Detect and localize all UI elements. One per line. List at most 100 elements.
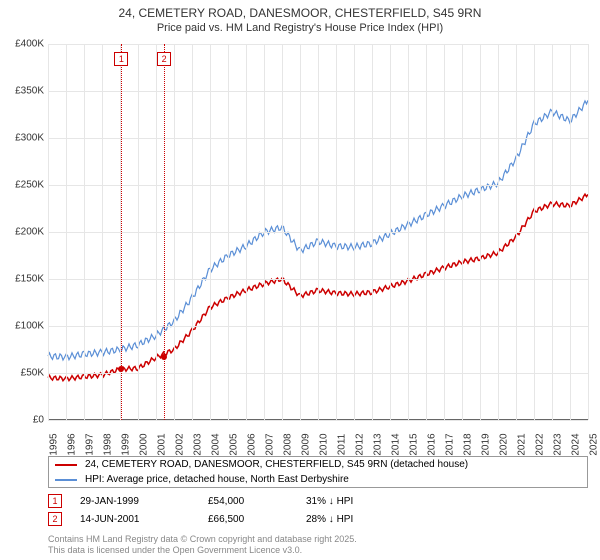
marker-date: 29-JAN-1999 bbox=[80, 496, 190, 507]
gridline-v bbox=[588, 44, 589, 420]
marker-price: £66,500 bbox=[208, 514, 288, 525]
footer-line-1: Contains HM Land Registry data © Crown c… bbox=[48, 534, 357, 545]
gridline-v bbox=[48, 44, 49, 420]
gridline-v bbox=[156, 44, 157, 420]
price-paid-dot bbox=[161, 354, 167, 360]
legend-row: 24, CEMETERY ROAD, DANESMOOR, CHESTERFIE… bbox=[49, 457, 587, 472]
x-tick-label: 2012 bbox=[355, 433, 366, 455]
marker-guide bbox=[164, 44, 165, 420]
x-tick-label: 2013 bbox=[373, 433, 384, 455]
footer-text: Contains HM Land Registry data © Crown c… bbox=[48, 534, 357, 556]
legend-box: 24, CEMETERY ROAD, DANESMOOR, CHESTERFIE… bbox=[48, 456, 588, 488]
marker-row: 2 14-JUN-2001 £66,500 28% ↓ HPI bbox=[48, 510, 588, 528]
x-tick-label: 2025 bbox=[589, 433, 600, 455]
x-tick-label: 1997 bbox=[85, 433, 96, 455]
x-tick-label: 2010 bbox=[319, 433, 330, 455]
marker-box-chart: 1 bbox=[114, 52, 128, 66]
x-tick-label: 2008 bbox=[283, 433, 294, 455]
x-tick-label: 1999 bbox=[121, 433, 132, 455]
gridline-v bbox=[516, 44, 517, 420]
y-tick-label: £0 bbox=[4, 415, 44, 426]
y-tick-label: £350K bbox=[4, 86, 44, 97]
x-tick-label: 2016 bbox=[427, 433, 438, 455]
title-block: 24, CEMETERY ROAD, DANESMOOR, CHESTERFIE… bbox=[0, 0, 600, 34]
gridline-v bbox=[192, 44, 193, 420]
x-tick-label: 2001 bbox=[157, 433, 168, 455]
gridline-v bbox=[552, 44, 553, 420]
gridline-v bbox=[228, 44, 229, 420]
gridline-v bbox=[102, 44, 103, 420]
gridline-v bbox=[444, 44, 445, 420]
marker-date: 14-JUN-2001 bbox=[80, 514, 190, 525]
x-tick-label: 2024 bbox=[571, 433, 582, 455]
gridline-v bbox=[174, 44, 175, 420]
x-tick-label: 2019 bbox=[481, 433, 492, 455]
x-tick-label: 2023 bbox=[553, 433, 564, 455]
marker-box-table: 1 bbox=[48, 494, 62, 508]
gridline-v bbox=[210, 44, 211, 420]
y-tick-label: £250K bbox=[4, 180, 44, 191]
x-tick-label: 2003 bbox=[193, 433, 204, 455]
x-tick-label: 2009 bbox=[301, 433, 312, 455]
gridline-v bbox=[570, 44, 571, 420]
gridline-v bbox=[462, 44, 463, 420]
x-tick-label: 2007 bbox=[265, 433, 276, 455]
gridline-v bbox=[138, 44, 139, 420]
chart-subtitle: Price paid vs. HM Land Registry's House … bbox=[0, 22, 600, 34]
x-tick-label: 1998 bbox=[103, 433, 114, 455]
x-tick-label: 2011 bbox=[336, 434, 347, 456]
chart-title: 24, CEMETERY ROAD, DANESMOOR, CHESTERFIE… bbox=[0, 6, 600, 20]
gridline-v bbox=[336, 44, 337, 420]
legend-label: HPI: Average price, detached house, Nort… bbox=[85, 474, 349, 485]
y-tick-label: £50K bbox=[4, 368, 44, 379]
x-tick-label: 2006 bbox=[247, 433, 258, 455]
chart-area: £0£50K£100K£150K£200K£250K£300K£350K£400… bbox=[48, 44, 588, 420]
legend-swatch bbox=[55, 464, 77, 466]
x-tick-label: 1996 bbox=[67, 433, 78, 455]
legend-label: 24, CEMETERY ROAD, DANESMOOR, CHESTERFIE… bbox=[85, 459, 468, 470]
gridline-v bbox=[66, 44, 67, 420]
plot-region: £0£50K£100K£150K£200K£250K£300K£350K£400… bbox=[48, 44, 588, 420]
x-tick-label: 2018 bbox=[463, 433, 474, 455]
x-tick-label: 2017 bbox=[445, 433, 456, 455]
gridline-v bbox=[534, 44, 535, 420]
gridline-v bbox=[426, 44, 427, 420]
marker-pct: 31% ↓ HPI bbox=[306, 496, 396, 507]
legend-swatch bbox=[55, 479, 77, 481]
gridline-v bbox=[282, 44, 283, 420]
gridline-h bbox=[48, 420, 588, 421]
gridline-v bbox=[264, 44, 265, 420]
gridline-v bbox=[300, 44, 301, 420]
marker-box-table: 2 bbox=[48, 512, 62, 526]
x-tick-label: 2005 bbox=[229, 433, 240, 455]
marker-guide bbox=[121, 44, 122, 420]
y-tick-label: £100K bbox=[4, 321, 44, 332]
x-tick-label: 2015 bbox=[409, 433, 420, 455]
x-tick-label: 1995 bbox=[49, 433, 60, 455]
price-paid-dot bbox=[118, 366, 124, 372]
x-tick-label: 2014 bbox=[391, 433, 402, 455]
marker-pct: 28% ↓ HPI bbox=[306, 514, 396, 525]
y-tick-label: £400K bbox=[4, 39, 44, 50]
y-tick-label: £200K bbox=[4, 227, 44, 238]
gridline-v bbox=[498, 44, 499, 420]
x-tick-label: 2000 bbox=[139, 433, 150, 455]
legend-row: HPI: Average price, detached house, Nort… bbox=[49, 472, 587, 487]
x-tick-label: 2002 bbox=[175, 433, 186, 455]
gridline-v bbox=[408, 44, 409, 420]
gridline-v bbox=[354, 44, 355, 420]
gridline-v bbox=[84, 44, 85, 420]
y-tick-label: £300K bbox=[4, 133, 44, 144]
gridline-v bbox=[372, 44, 373, 420]
gridline-v bbox=[480, 44, 481, 420]
marker-price: £54,000 bbox=[208, 496, 288, 507]
marker-row: 1 29-JAN-1999 £54,000 31% ↓ HPI bbox=[48, 492, 588, 510]
gridline-v bbox=[246, 44, 247, 420]
gridline-v bbox=[318, 44, 319, 420]
marker-box-chart: 2 bbox=[157, 52, 171, 66]
x-tick-label: 2004 bbox=[211, 433, 222, 455]
x-tick-label: 2022 bbox=[535, 433, 546, 455]
x-tick-label: 2020 bbox=[499, 433, 510, 455]
gridline-v bbox=[390, 44, 391, 420]
x-tick-label: 2021 bbox=[517, 433, 528, 455]
